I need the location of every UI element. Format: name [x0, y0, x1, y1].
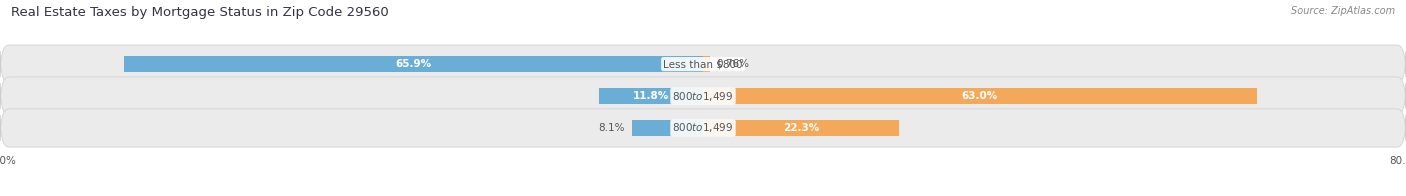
Text: Less than $800: Less than $800 [664, 59, 742, 69]
FancyBboxPatch shape [0, 109, 1406, 147]
Text: Source: ZipAtlas.com: Source: ZipAtlas.com [1291, 6, 1395, 16]
Bar [124, 56, 703, 72]
Text: 11.8%: 11.8% [633, 91, 669, 101]
Text: 63.0%: 63.0% [962, 91, 998, 101]
Text: $800 to $1,499: $800 to $1,499 [672, 122, 734, 134]
Bar [599, 88, 703, 104]
Bar [703, 56, 710, 72]
Bar [703, 88, 1257, 104]
Text: Real Estate Taxes by Mortgage Status in Zip Code 29560: Real Estate Taxes by Mortgage Status in … [11, 6, 389, 19]
Text: 0.76%: 0.76% [717, 59, 749, 69]
Bar [703, 120, 898, 136]
Text: $800 to $1,499: $800 to $1,499 [672, 90, 734, 103]
FancyBboxPatch shape [0, 77, 1406, 115]
Bar [631, 120, 703, 136]
Text: 65.9%: 65.9% [395, 59, 432, 69]
FancyBboxPatch shape [0, 45, 1406, 83]
Text: 22.3%: 22.3% [783, 123, 820, 133]
Text: 8.1%: 8.1% [599, 123, 624, 133]
